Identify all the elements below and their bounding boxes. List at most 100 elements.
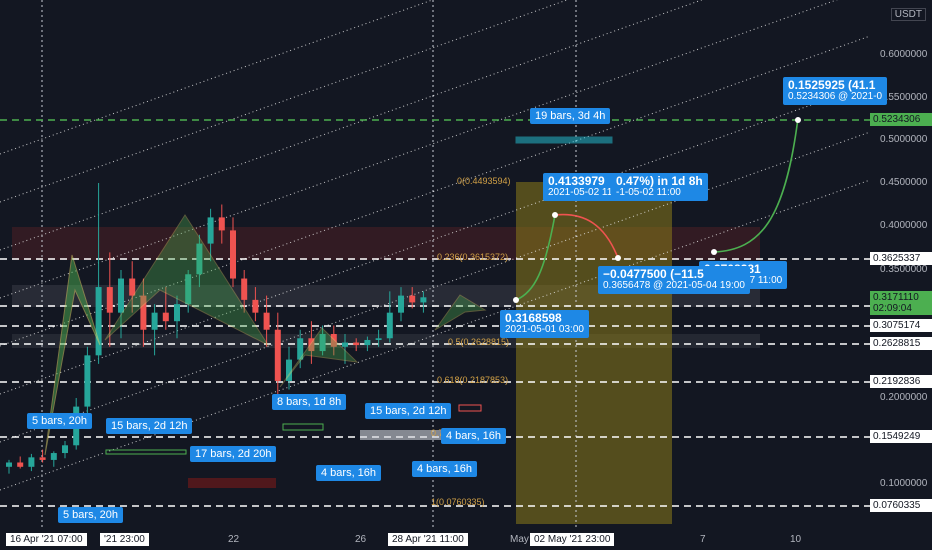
x-tick-label: May [510,534,529,545]
bar-count-tag: 4 bars, 16h [316,465,382,481]
x-tick-label: 26 [355,534,367,545]
candle-body [218,217,225,231]
bar-count-tag: 4 bars, 16h [441,428,507,444]
candle-body [106,287,113,313]
y-tick-label: 0.5000000 [880,134,928,145]
pattern-triangle [44,254,101,456]
x-tick-label: 22 [228,534,240,545]
candle-body [140,295,147,330]
bar-count-tag: 17 bars, 2d 20h [190,446,277,462]
pattern-triangle [434,294,487,331]
candle-body [263,312,270,330]
y-tick-label: 0.5500000 [880,92,928,103]
fib-level-label: 0(0.4493594) [457,176,511,186]
candle-body [162,312,169,322]
anchor-point [711,249,717,255]
channel-line [0,0,704,251]
projection-down [554,213,619,259]
y-tick-label: 0.4000000 [880,220,928,231]
candle-body [398,295,404,313]
x-highlight-label: 28 Apr '21 11:00 [388,533,468,546]
y-highlight-label: 0.2192836 [870,375,932,388]
y-tick-label: 0.6000000 [880,49,928,60]
fib-level-label: 0.618(0.2187853) [437,375,509,385]
fib-level-label: 0.5(0.2628815) [448,337,510,347]
candle-body [364,339,371,346]
pattern-triangle [279,327,359,388]
y-tick-label: 0.1000000 [880,478,928,489]
y-highlight-label: 0.0760335 [870,499,932,512]
x-tick-label: 10 [790,534,802,545]
candle-body [6,462,12,467]
measure-box [360,430,446,440]
anchor-point [552,212,558,218]
measure-box [188,478,276,488]
candle-body [308,338,315,352]
candle-body [151,312,158,330]
pattern-triangle [104,214,270,347]
x-highlight-label: '21 23:00 [100,533,149,546]
candle-body [118,278,124,313]
anchor-point [795,117,801,123]
candle-body [95,287,102,356]
bar-count-tag: 5 bars, 20h [58,507,124,523]
fib-level-label: 1(0.0760335) [431,497,485,507]
candle-body [297,338,304,360]
candle-body [353,342,360,346]
price-tag: −0.0477500 (−11.5 0.3656478 @ 2021-05-04 … [598,266,750,294]
y-tick-label: 0.2000000 [880,392,928,403]
y-highlight-label: 0.3075174 [870,319,932,332]
candle-body [84,355,91,407]
anchor-point [615,255,621,261]
y-highlight-label: 0.3625337 [870,252,932,265]
bar-count-tag: 19 bars, 3d 4h [530,108,611,124]
bar-count-tag: 5 bars, 20h [27,413,93,429]
measure-box [515,136,613,144]
y-highlight-label: 0.2628815 [870,337,932,350]
candle-body [196,243,203,275]
y-highlight-label: 0.5234306 [870,113,932,126]
candle-body [241,278,248,300]
currency-label: USDT [890,8,926,21]
candle-body [319,334,326,352]
candle-body [50,453,57,460]
x-tick-label: 7 [700,534,706,545]
candle-body [174,304,180,322]
projection-up-2 [713,117,799,253]
candle-body [62,445,68,454]
candle-body [230,230,236,279]
projection-zone [516,182,672,524]
y-highlight-label: 0.1549249 [870,430,932,443]
candle-body [207,217,214,244]
candle-body [274,329,281,381]
fib-level-label: 0.236(0.3615372) [437,252,509,262]
projection-up [515,214,556,301]
candle-body [28,457,35,467]
price-tag: 0.3168598 2021-05-01 03:00 [500,310,589,338]
price-tag: 0.47%) in 1d 8h -1-05-02 11:00 [611,173,708,201]
measure-box [105,449,187,455]
x-highlight-label: 16 Apr '21 07:00 [6,533,87,546]
measure-box [282,423,324,431]
candle-body [39,457,46,460]
channel-line [0,0,569,203]
y-tick-label: 0.4500000 [880,177,928,188]
candle-body [342,342,348,347]
candle-body [375,338,382,340]
y-tick-label: 0.3500000 [880,264,928,275]
bar-count-tag: 4 bars, 16h [412,461,478,477]
candle-body [286,359,292,381]
candle-body [330,334,337,347]
candle-body [420,297,427,303]
candle-body [17,462,24,467]
y-highlight-label: 0.3171110 02:09:04 [870,291,932,315]
price-tag: 0.1525925 (41.1 0.5234306 @ 2021-0 [783,77,888,105]
candle-body [185,274,192,305]
measure-box [458,404,482,412]
bar-count-tag: 15 bars, 2d 12h [106,418,193,434]
candle-body [409,295,416,303]
candle-body [129,278,136,296]
candle-body [252,299,259,313]
anchor-point [513,297,519,303]
